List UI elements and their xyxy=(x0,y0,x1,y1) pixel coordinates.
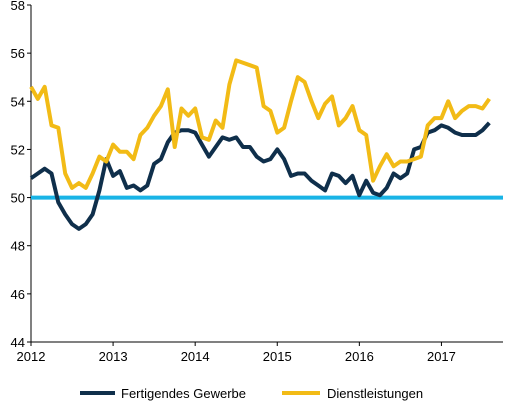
legend-label: Fertigendes Gewerbe xyxy=(121,386,246,401)
legend-label: Dienstleistungen xyxy=(327,386,423,401)
y-tick-label: 56 xyxy=(11,46,25,61)
y-tick-label: 48 xyxy=(11,239,25,254)
axes xyxy=(27,4,503,346)
series-line-dienstleistungen xyxy=(29,58,491,190)
y-tick-label: 44 xyxy=(11,335,25,350)
series-line-fertigendes-gewerbe xyxy=(29,121,491,231)
y-tick-label: 58 xyxy=(11,0,25,13)
y-tick-label: 50 xyxy=(11,191,25,206)
tick-labels: 44 46 48 50 52 54 56 58 2012 2013 2014 2015 2016 2017 xyxy=(11,0,456,364)
x-tick-label: 2015 xyxy=(263,349,292,364)
x-tick-label: 2016 xyxy=(345,349,374,364)
x-tick-label: 2014 xyxy=(181,349,210,364)
x-tick-label: 2013 xyxy=(99,349,128,364)
y-tick-label: 54 xyxy=(11,94,25,109)
x-tick-label: 2017 xyxy=(427,349,456,364)
y-tick-label: 46 xyxy=(11,287,25,302)
y-tick-label: 52 xyxy=(11,142,25,157)
x-tick-label: 2012 xyxy=(17,349,46,364)
series-lines xyxy=(29,58,503,231)
legend: Fertigendes Gewerbe Dienstleistungen xyxy=(80,386,423,401)
